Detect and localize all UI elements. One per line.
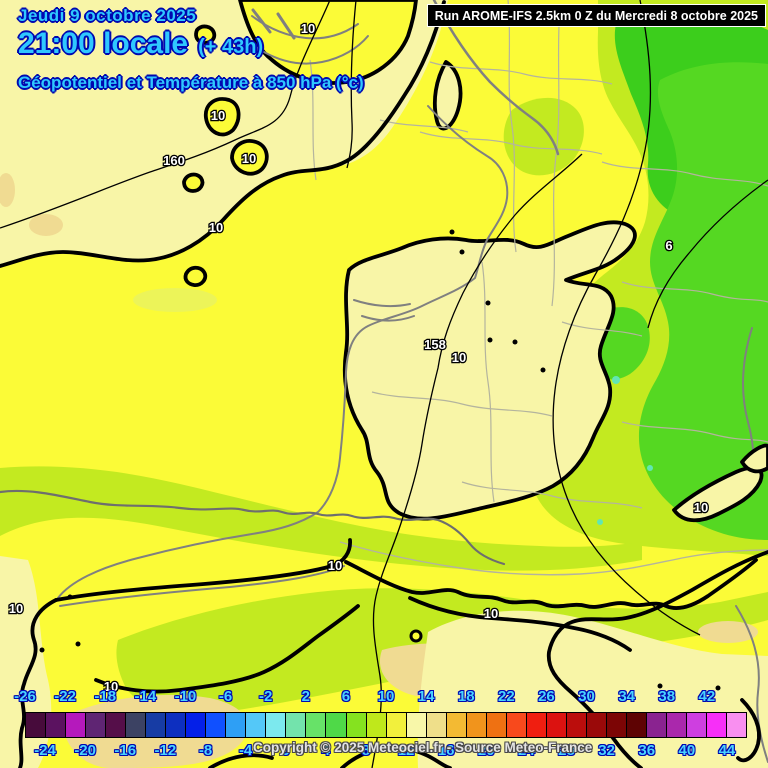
scale-cell	[486, 713, 507, 737]
scale-cell	[46, 713, 67, 737]
contour-160	[0, 0, 331, 229]
scale-cell	[306, 713, 327, 737]
scale-cell	[286, 713, 307, 737]
scale-cell	[386, 713, 407, 737]
scale-cell	[406, 713, 427, 737]
scale-cell	[646, 713, 667, 737]
scale-cell	[687, 713, 708, 737]
scale-cell	[506, 713, 527, 737]
contour-158	[371, 153, 583, 768]
temperature-color-scale	[25, 712, 747, 738]
scale-cell	[66, 713, 87, 737]
contour-labels: 10 10 160 10 10 158 10 6 10 10 10 10 10	[7, 20, 709, 696]
lime-tint-patch	[133, 288, 217, 312]
scale-cell	[186, 713, 207, 737]
scale-cell	[667, 713, 688, 737]
map-contour-label: 6	[665, 238, 672, 253]
scale-cell	[586, 713, 607, 737]
lime-patch-north	[503, 97, 584, 176]
scale-cell	[707, 713, 728, 737]
map-contour-label: 10	[301, 21, 315, 36]
map-contour-label: 160	[163, 153, 185, 168]
green-region-east	[638, 62, 768, 540]
scale-cell	[727, 713, 747, 737]
map-contour-label: 10	[9, 601, 23, 616]
map-contour-label: 10	[104, 679, 118, 694]
map-contour-label: 10	[242, 151, 256, 166]
model-run-info: Run AROME-IFS 2.5km 0 Z du Mercredi 8 oc…	[426, 4, 766, 27]
scale-cell	[106, 713, 127, 737]
map-contour-label: 158	[424, 337, 446, 352]
contour-6	[647, 179, 768, 329]
scale-cell	[546, 713, 567, 737]
map-contour-label: 10	[209, 220, 223, 235]
scale-cell	[606, 713, 627, 737]
scale-cell	[526, 713, 547, 737]
pale-pocket-central	[342, 220, 637, 521]
scale-cell	[266, 713, 287, 737]
mint-spots	[597, 376, 653, 525]
administrative-border-lines	[309, 0, 768, 576]
scale-cell	[146, 713, 167, 737]
scale-cell	[126, 713, 147, 737]
map-contour-label: 10	[694, 500, 708, 515]
map-contour-label: 10	[211, 108, 225, 123]
scale-cell	[86, 713, 107, 737]
scale-cell	[566, 713, 587, 737]
scale-cell	[626, 713, 647, 737]
scale-cell	[446, 713, 467, 737]
scale-cell	[326, 713, 347, 737]
map-contour-label: 10	[328, 558, 342, 573]
map-contour-label: 10	[484, 606, 498, 621]
scale-cell	[246, 713, 267, 737]
scale-cell	[466, 713, 487, 737]
scale-cell	[426, 713, 447, 737]
map-contour-label: 10	[452, 350, 466, 365]
scale-cell	[226, 713, 247, 737]
lime-band-biscay	[0, 466, 642, 571]
scale-cell	[366, 713, 387, 737]
scale-cell	[26, 713, 47, 737]
scale-cell	[346, 713, 367, 737]
scale-cell	[166, 713, 187, 737]
small-black-spots	[39, 229, 721, 691]
scale-cell	[206, 713, 227, 737]
biscay-wavy-line	[0, 489, 506, 566]
